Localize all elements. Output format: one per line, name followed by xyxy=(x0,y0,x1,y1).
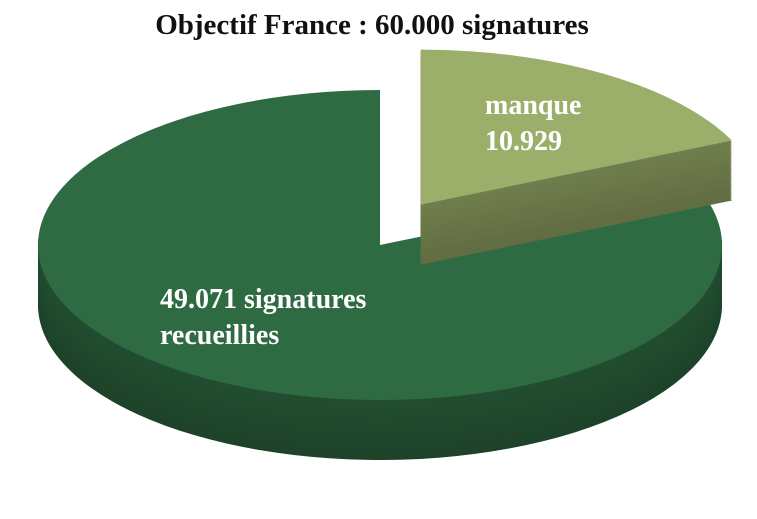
value-label: 10.929 xyxy=(485,126,562,157)
slice xyxy=(37,90,723,400)
category-label: manque xyxy=(485,90,582,121)
slice xyxy=(420,49,733,205)
category-label: signatures recueillies xyxy=(160,284,367,351)
data-label: 49.071 signatures recueillies xyxy=(160,282,460,354)
chart-title: Objectif France : 60.000 signatures xyxy=(155,9,589,41)
value-label: 49.071 xyxy=(160,284,237,315)
data-label: manque 10.929 xyxy=(485,88,685,160)
